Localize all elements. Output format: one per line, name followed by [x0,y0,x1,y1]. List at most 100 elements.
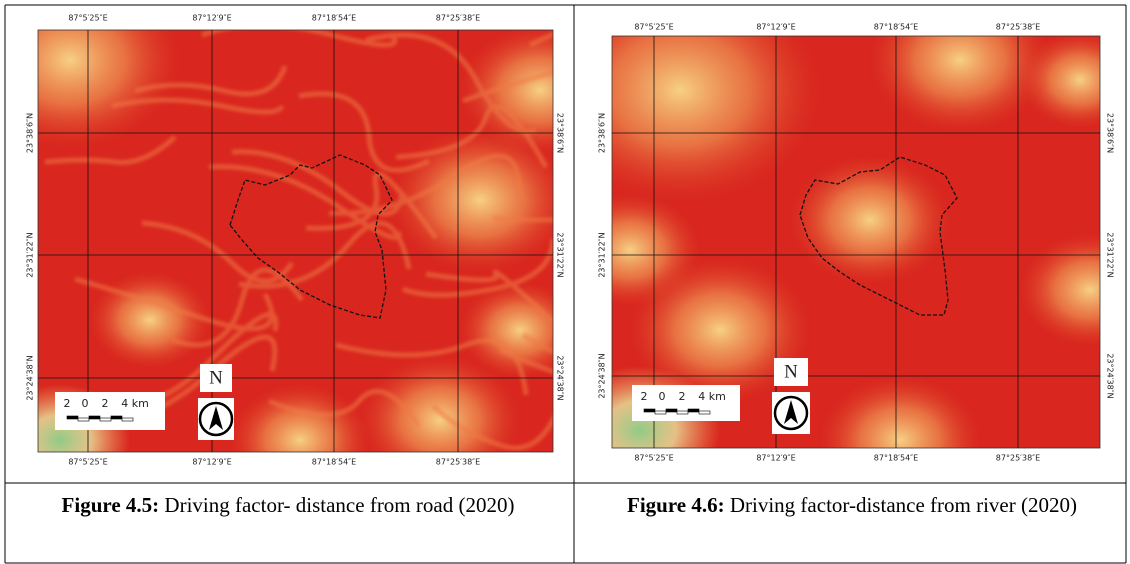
scale-bar-segment [698,410,711,415]
map-streak [201,30,398,48]
table-borders [4,4,1127,564]
map-streak [44,135,177,165]
map-streak [298,91,431,173]
map-streak [498,347,553,375]
map-streak [431,404,553,451]
map-frame [37,29,554,453]
map-streak [305,171,439,240]
latitude-label: 23°24′38″N [556,355,565,400]
map: 87°5′25″E 87°5′25″E 87°12′9″E 87°12′9″E 87°1… [26,14,565,467]
map-streak [328,153,522,216]
longitude-label: 87°25′38″E [996,23,1040,32]
north-arrow-ring [773,395,809,431]
latitude-label: 23°24′38″N [1106,353,1115,398]
map-shade [390,128,553,272]
scale-bar-segment [88,415,101,420]
scale-bar-segment [66,415,79,420]
longitude-label: 87°18′54″E [874,454,918,463]
longitude-label: 87°5′25″E [634,454,673,463]
latitude-label: 23°38′6″N [598,113,607,153]
map-streak [141,220,295,284]
scale-label: 0 [659,390,666,403]
scale-box [55,392,165,430]
map: 87°5′25″E 87°5′25″E 87°12′9″E 87°12′9″E 87°1… [598,23,1115,463]
map-streak [111,97,285,115]
map-shade [820,376,980,448]
north-box [774,358,808,386]
map-streak [462,69,553,104]
longitude-label: 87°25′38″E [436,14,480,23]
north-label: N [784,361,798,382]
scale-bar-segment [77,417,90,422]
map-raster [38,30,553,452]
map-shade [1020,234,1100,346]
map-shade [870,36,1050,132]
map-shade [38,30,180,148]
longitude-label: 87°25′38″E [436,458,480,467]
map-frame [611,35,1101,449]
longitude-label: 87°18′54″E [312,14,356,23]
map-streak [74,276,275,332]
caption-text: Driving factor-distance from river (2020… [729,493,1077,517]
longitude-label: 87°12′9″E [192,14,231,23]
latitude-label: 23°38′6″N [1106,113,1115,153]
scale-label: 2 [679,390,686,403]
caption-label: Figure 4.5: [61,493,160,517]
latitude-label: 23°31′22″N [556,232,565,277]
map-shade [1020,36,1100,128]
map-shade [230,384,370,452]
longitude-label: 87°5′25″E [634,23,673,32]
latitude-label: 23°31′22″N [598,232,607,277]
latitude-label: 23°38′6″N [26,113,35,153]
caption-label: Figure 4.6: [627,493,725,517]
north-arrow [209,406,223,430]
longitude-label: 87°5′25″E [68,14,107,23]
latitude-label: 23°38′6″N [556,113,565,153]
map-shade [630,258,810,402]
study-area-boundary [799,156,958,316]
scale-bar-segment [99,417,112,422]
scale-label: 4 km [121,397,149,410]
longitude-label: 87°12′9″E [756,23,795,32]
caption: Figure 4.6: Driving factor-distance from… [592,490,1112,520]
map-shade [460,282,553,378]
map-streak [492,215,553,223]
scale-box [632,385,740,421]
map-raster [612,36,1100,448]
scale-bar-segment [687,408,700,413]
longitude-label: 87°25′38″E [996,454,1040,463]
scale-label: 2 [641,390,648,403]
map-streak [268,388,422,428]
map-shade [360,356,520,452]
longitude-label: 87°18′54″E [312,458,356,467]
latitude-label: 23°24′38″N [26,355,35,400]
longitude-label: 87°5′25″E [68,458,107,467]
latitude-label: 23°24′38″N [598,353,607,398]
map-shade [612,36,820,202]
map-streak [134,65,288,97]
scale-label: 2 [64,397,71,410]
scale-label: 0 [82,397,89,410]
longitude-label: 87°18′54″E [874,23,918,32]
map-streak [365,32,537,134]
north-arrow-ring [198,401,234,437]
map-streak [208,164,402,241]
north-box [200,364,232,392]
north-label: N [209,367,223,388]
scale-bar-segment [676,410,689,415]
map-streak [238,220,412,289]
scale-bar-segment [643,408,656,413]
caption-text: Driving factor- distance from road (2020… [164,493,515,517]
north-arrow [784,400,798,424]
scale-bar-segment [110,415,123,420]
scale-bar-segment [665,408,678,413]
map-shade [790,156,950,284]
scale-bar-segment [121,417,134,422]
latitude-label: 23°31′22″N [1106,232,1115,277]
map-streak [402,238,553,298]
study-area-boundary [229,154,393,319]
longitude-label: 87°12′9″E [192,458,231,467]
map-streak [395,103,549,169]
